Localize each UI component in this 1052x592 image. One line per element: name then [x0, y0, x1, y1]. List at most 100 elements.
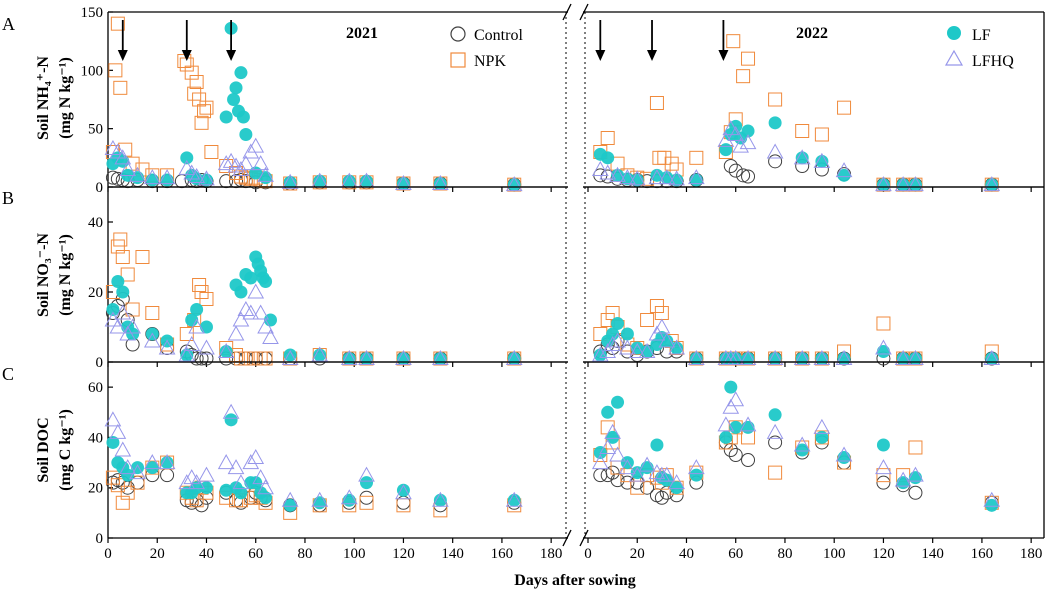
year-label-2021: 2021	[346, 25, 378, 42]
fertilization-arrow-2021-head-0	[117, 50, 128, 61]
panel-c-lfhq-2022-point-18	[813, 418, 831, 434]
panel-a-control-2022-point-11	[728, 163, 743, 178]
panel-label-c: C	[2, 364, 14, 384]
panel-c-lfhq-2021-point-23	[395, 484, 412, 500]
panel-a-lfhq-2022-point-11	[727, 125, 745, 141]
panel-c-npk-2021-point-2	[115, 495, 130, 510]
panel-b-lf-2021-point-11	[219, 345, 233, 358]
panel-a-lfhq-2022-point-12	[732, 137, 749, 153]
x-tick-label-2021-2: 40	[199, 546, 214, 562]
panel-c-lfhq-2022-point-19	[835, 446, 853, 462]
panel-b-lfhq-2021-point-2	[114, 304, 132, 320]
panel-a-lfhq-2021-point-2	[114, 149, 132, 165]
panel-a-y-tick-label-1: 50	[88, 122, 103, 138]
panel-c-npk-2021-point-23	[396, 498, 411, 513]
panel-c-lf-2021-point-19	[283, 498, 297, 512]
panel-b-lf-2021-point-13	[234, 285, 248, 299]
panel-c-lfhq-2021-point-17	[252, 469, 269, 485]
panel-c-lf-2022-point-22	[908, 471, 922, 485]
x-tick-label-2022-9: 180	[1020, 546, 1043, 562]
panel-c-lfhq-2021-point-7	[178, 474, 196, 490]
panel-a-lf-2022-point-21	[985, 178, 999, 192]
x-tick-label-2021-6: 120	[392, 546, 415, 562]
panel-c-npk-2022-point-20	[876, 468, 891, 483]
panel-a-lfhq-2022-point-4	[628, 170, 646, 186]
panel-c-control-2021-point-10	[194, 498, 209, 513]
panel-a-npk-2022-point-19	[795, 124, 810, 138]
panel-c-lfhq-2022-point-10	[668, 474, 685, 490]
panel-c-lfhq-2022-point-13	[722, 398, 740, 414]
y-label-b-2: (mg N kg⁻¹)	[57, 234, 74, 316]
panel-c-control-2022-point-20	[876, 475, 891, 490]
panel-b-lf-2021-point-7	[180, 348, 194, 362]
panel-a-lf-2021-point-5	[145, 173, 159, 187]
panel-b-control-2021-point-16	[258, 351, 273, 366]
panel-a-lfhq-2021-point-3	[119, 160, 137, 176]
panel-b-lfhq-2021-point-11	[217, 342, 235, 358]
panel-b-npk-2022-point-6	[640, 313, 655, 327]
panel-c-control-2022-point-7	[649, 488, 664, 503]
panel-a-lfhq-2021-point-4	[129, 166, 146, 182]
x-tick-label-2021-7: 140	[441, 546, 464, 562]
panel-c-control-2022-point-4	[620, 475, 635, 490]
x-axis-title: Days after sowing	[514, 572, 635, 589]
panel-c-lf-2022-point-18	[815, 430, 829, 444]
panel-a-lf-2021-point-2	[116, 154, 130, 168]
panel-b-lfhq-2021-point-12	[227, 325, 245, 341]
x-tick-label-2022-2: 40	[679, 546, 694, 562]
panel-c-lf-2022-point-17	[795, 443, 809, 457]
panel-a-npk-2022-point-20	[814, 127, 829, 142]
panel-a-y-tick-label-3: 150	[81, 5, 104, 21]
panel-c-lf-2022-point-13	[724, 380, 738, 394]
panel-c-lf-2022-point-12	[719, 430, 733, 444]
panel-a-npk-2021-point-3	[113, 80, 128, 95]
legend-control-label: Control	[474, 27, 523, 44]
panel-label-a: A	[2, 14, 15, 34]
panel-c-lf-2021-point-25	[507, 493, 521, 507]
panel-c-lf-2021-point-6	[160, 456, 174, 470]
panel-a-npk-2021-point-13	[189, 75, 204, 89]
panel-b-lfhq-2021-point-8	[183, 335, 201, 351]
panel-c-lfhq-2022-point-21	[894, 471, 912, 487]
panel-a-lf-2021-point-4	[131, 171, 145, 185]
panel-c-lfhq-2022-point-15	[739, 416, 757, 432]
y-label-a-1: Soil NH₄⁺-N	[35, 56, 52, 140]
panel-b-lfhq-2022-point-4	[619, 339, 636, 355]
panel-c-lfhq-2022-point-4	[619, 459, 636, 475]
panel-a-npk-2022-point-17	[741, 51, 756, 66]
panel-c-lf-2021-point-12	[224, 413, 238, 427]
panel-b-lfhq-2022-point-14	[727, 349, 745, 365]
y-label-b-1: Soil NO₃⁻-N	[35, 233, 52, 317]
panel-b-lfhq-2021-point-22	[340, 349, 358, 365]
panel-a-lfhq-2021-point-16	[242, 143, 260, 159]
x-tick-label-2022-8: 160	[971, 546, 994, 562]
panel-c-lfhq-2021-point-24	[432, 491, 449, 507]
year-label-2022: 2022	[796, 25, 828, 42]
panel-c-lf-2021-point-0	[106, 435, 120, 449]
panel-b-npk-2021-point-2	[113, 232, 128, 247]
panel-a-lfhq-2021-point-18	[252, 155, 269, 171]
panel-a-lfhq-2021-point-14	[232, 160, 250, 176]
panel-c-lf-2021-point-20	[313, 496, 327, 510]
panel-c-lfhq-2021-point-22	[358, 466, 375, 482]
panel-a-lf-2021-point-21	[283, 175, 297, 189]
panel-b-npk-2021-point-7	[145, 306, 160, 320]
panel-a-lfhq-2022-point-17	[835, 162, 853, 178]
panel-a-lfhq-2021-point-26	[505, 176, 523, 192]
panel-b-lfhq-2022-point-20	[875, 339, 892, 355]
panel-b-lf-2021-point-1	[111, 275, 125, 288]
panel-a-control-2021-point-0	[105, 170, 120, 185]
panel-b-lfhq-2022-point-9	[658, 332, 676, 348]
panel-a-lfhq-2021-point-25	[432, 174, 449, 190]
panel-c-lf-2022-point-21	[896, 476, 910, 490]
fertilization-arrow-2022-head-1	[647, 50, 658, 61]
panel-a-lf-2021-point-7	[180, 151, 194, 165]
panel-a-control-2022-point-10	[723, 159, 738, 173]
panel-a-lf-2021-point-6	[160, 173, 174, 187]
panel-c-lfhq-2021-point-11	[217, 454, 235, 470]
panel-c-control-2022-point-1	[600, 468, 615, 483]
panel-a-control-2022-point-12	[736, 168, 751, 183]
panel-b-lfhq-2022-point-10	[668, 339, 685, 355]
panel-a-lfhq-2021-point-9	[188, 167, 205, 183]
